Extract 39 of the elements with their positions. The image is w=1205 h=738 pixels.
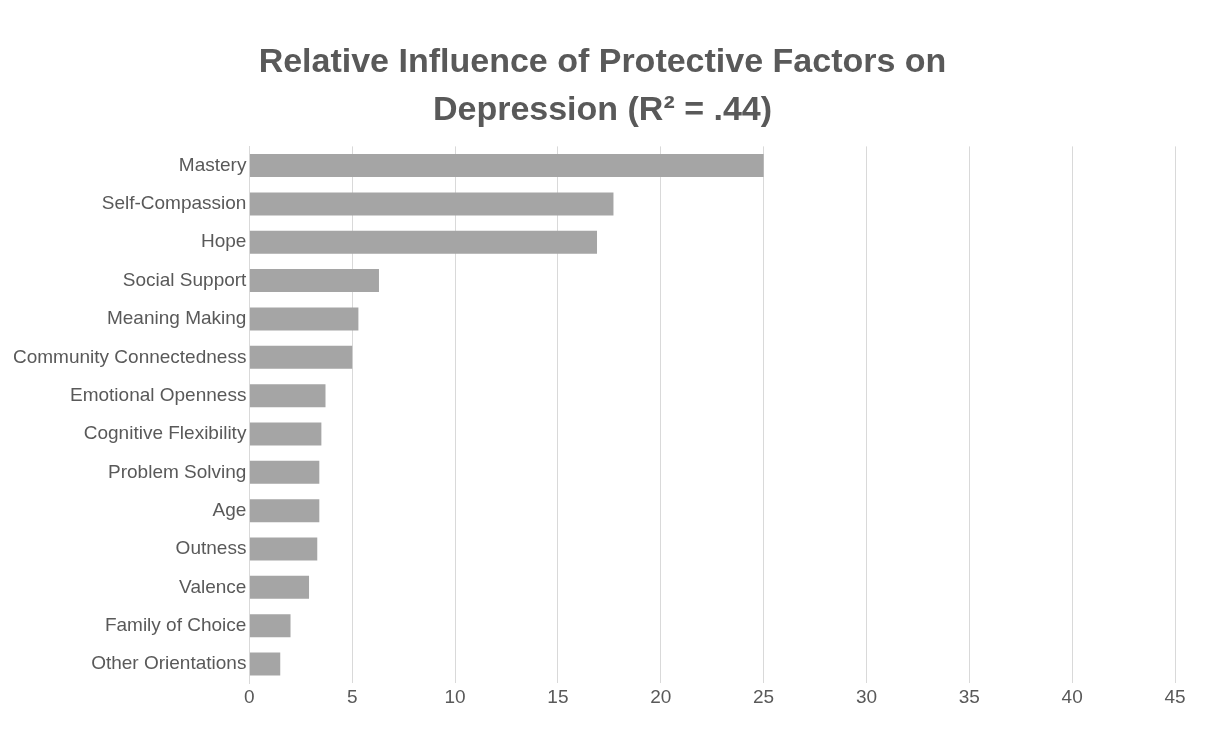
bar (249, 499, 320, 523)
y-tick-label: Hope (200, 230, 247, 252)
bar (249, 230, 598, 254)
y-tick-label: Community Connectedness (13, 345, 247, 367)
y-tick-label: Emotional Openness (70, 383, 247, 405)
bar (249, 614, 291, 638)
x-tick-label: 30 (855, 685, 878, 707)
y-tick-label: Other Orientations (91, 652, 247, 674)
bar (249, 460, 320, 484)
y-tick-label: Family of Choice (104, 613, 247, 635)
bar (249, 652, 281, 676)
x-tick-label: 40 (1061, 685, 1083, 707)
y-tick-label: Problem Solving (108, 460, 247, 482)
bar (249, 154, 764, 178)
bar (249, 307, 359, 331)
bar (249, 384, 326, 408)
y-tick-label: Meaning Making (106, 307, 247, 329)
y-tick-label: Valence (179, 575, 247, 597)
bar (249, 575, 310, 599)
bar (249, 269, 379, 293)
x-tick-label: 15 (547, 685, 569, 707)
x-tick-label: 35 (958, 685, 980, 707)
x-tick-label: 5 (346, 685, 358, 707)
y-tick-label: Age (212, 498, 247, 520)
bar (249, 345, 353, 369)
y-tick-label: Social Support (122, 268, 248, 290)
bar (249, 192, 614, 216)
y-tick-label: Mastery (178, 153, 247, 175)
y-tick-label: Self-Compassion (101, 192, 247, 214)
bar (249, 537, 318, 561)
x-tick-label: 10 (444, 685, 466, 707)
y-tick-label: Outness (175, 537, 247, 559)
x-tick-label: 25 (753, 685, 775, 707)
x-tick-label: 45 (1164, 685, 1186, 707)
x-tick-label: 20 (650, 685, 672, 707)
bar (249, 422, 322, 446)
y-tick-label: Cognitive Flexibility (83, 422, 247, 444)
chart-title: Relative Influence of Protective Factors on Depression (R² = .44) (257, 40, 948, 129)
x-tick-label: 0 (244, 685, 255, 707)
